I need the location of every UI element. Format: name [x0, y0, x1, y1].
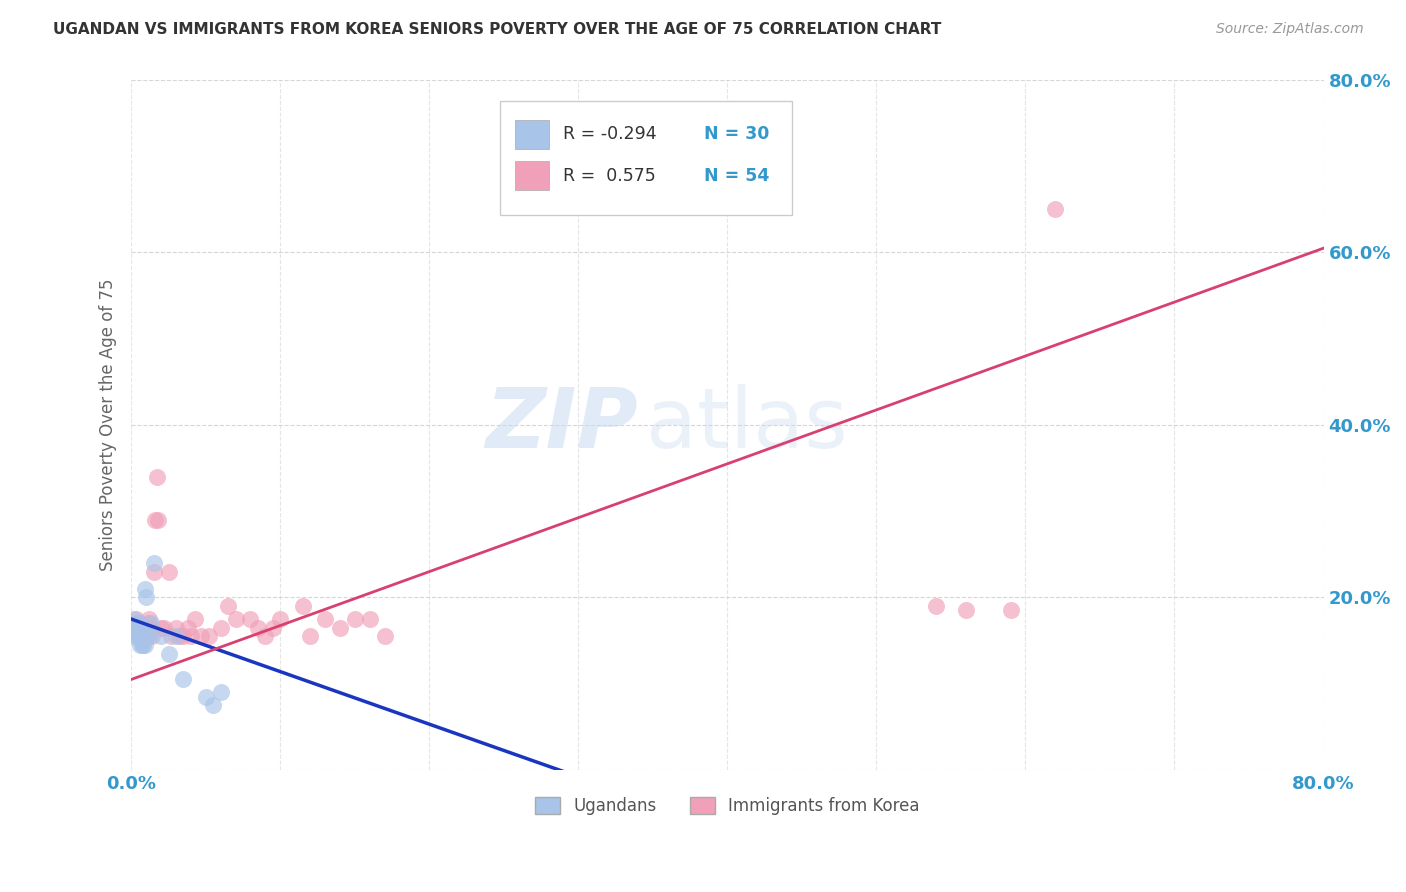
- Point: [132, 629, 155, 643]
- Point: [329, 621, 352, 635]
- Point: [153, 621, 176, 635]
- Point: [132, 638, 155, 652]
- Point: [172, 629, 194, 643]
- Point: [359, 612, 381, 626]
- Point: [122, 612, 145, 626]
- Point: [146, 513, 169, 527]
- Point: [142, 565, 165, 579]
- Point: [1045, 202, 1067, 217]
- Point: [128, 625, 150, 640]
- Point: [125, 625, 148, 640]
- Legend: Ugandans, Immigrants from Korea: Ugandans, Immigrants from Korea: [527, 789, 928, 824]
- Point: [209, 685, 232, 699]
- FancyBboxPatch shape: [515, 161, 548, 190]
- Point: [135, 629, 157, 643]
- Point: [128, 629, 150, 643]
- FancyBboxPatch shape: [515, 120, 548, 149]
- Point: [138, 612, 160, 626]
- Point: [129, 629, 152, 643]
- Text: R =  0.575: R = 0.575: [562, 167, 655, 185]
- Text: ZIP: ZIP: [485, 384, 638, 466]
- Point: [127, 616, 149, 631]
- Point: [138, 629, 160, 643]
- Point: [150, 629, 173, 643]
- Point: [128, 616, 150, 631]
- Point: [374, 629, 396, 643]
- Point: [141, 629, 163, 643]
- Point: [925, 599, 948, 614]
- Point: [127, 629, 149, 643]
- Point: [129, 629, 152, 643]
- Point: [131, 633, 153, 648]
- Point: [121, 629, 143, 643]
- Point: [217, 599, 239, 614]
- Point: [131, 629, 153, 643]
- Point: [131, 638, 153, 652]
- Point: [1000, 603, 1022, 617]
- Point: [177, 621, 200, 635]
- Point: [150, 621, 173, 635]
- Text: Source: ZipAtlas.com: Source: ZipAtlas.com: [1216, 22, 1364, 37]
- Point: [128, 621, 150, 635]
- Point: [225, 612, 247, 626]
- Point: [125, 625, 148, 640]
- Point: [139, 621, 162, 635]
- Point: [202, 698, 225, 713]
- Point: [139, 616, 162, 631]
- Point: [239, 612, 262, 626]
- Point: [125, 612, 148, 626]
- Point: [131, 633, 153, 648]
- Point: [955, 603, 977, 617]
- Point: [157, 647, 180, 661]
- Point: [122, 621, 145, 635]
- Point: [165, 629, 187, 643]
- Point: [135, 621, 157, 635]
- Point: [127, 625, 149, 640]
- Point: [209, 621, 232, 635]
- Point: [135, 591, 157, 605]
- Point: [254, 629, 277, 643]
- Text: N = 30: N = 30: [703, 126, 769, 144]
- Point: [291, 599, 314, 614]
- Point: [136, 616, 159, 631]
- Point: [134, 638, 156, 652]
- Point: [136, 629, 159, 643]
- Point: [128, 629, 150, 643]
- Point: [197, 629, 219, 643]
- Text: UGANDAN VS IMMIGRANTS FROM KOREA SENIORS POVERTY OVER THE AGE OF 75 CORRELATION : UGANDAN VS IMMIGRANTS FROM KOREA SENIORS…: [53, 22, 942, 37]
- Point: [172, 673, 194, 687]
- Text: R = -0.294: R = -0.294: [562, 126, 657, 144]
- Point: [343, 612, 366, 626]
- Point: [128, 629, 150, 643]
- Point: [132, 621, 155, 635]
- Point: [142, 556, 165, 570]
- Point: [129, 621, 152, 635]
- Point: [160, 629, 183, 643]
- Point: [262, 621, 284, 635]
- Point: [194, 690, 217, 704]
- FancyBboxPatch shape: [499, 101, 792, 215]
- Point: [299, 629, 322, 643]
- Text: N = 54: N = 54: [703, 167, 769, 185]
- Point: [122, 621, 145, 635]
- Point: [269, 612, 291, 626]
- Point: [165, 621, 187, 635]
- Point: [246, 621, 269, 635]
- Point: [157, 565, 180, 579]
- Point: [167, 629, 190, 643]
- Point: [180, 629, 202, 643]
- Point: [314, 612, 336, 626]
- Point: [145, 469, 167, 483]
- Point: [190, 629, 212, 643]
- Point: [125, 616, 148, 631]
- Text: atlas: atlas: [647, 384, 848, 466]
- Point: [143, 513, 166, 527]
- Point: [129, 638, 152, 652]
- Y-axis label: Seniors Poverty Over the Age of 75: Seniors Poverty Over the Age of 75: [100, 278, 117, 571]
- Point: [184, 612, 207, 626]
- Point: [134, 621, 156, 635]
- Point: [134, 582, 156, 596]
